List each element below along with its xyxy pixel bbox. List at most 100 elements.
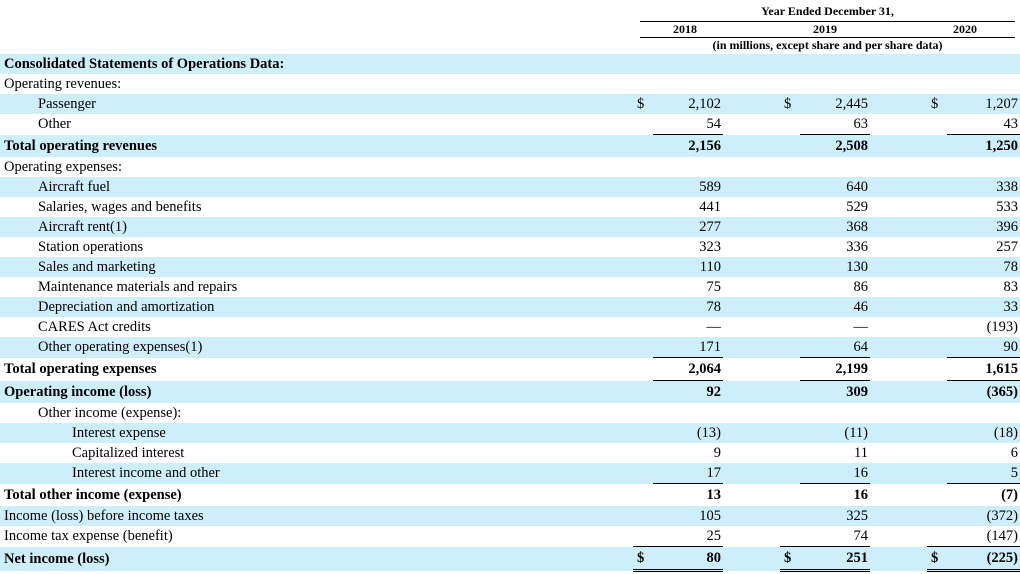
value-cell-2019: 2,508: [800, 134, 870, 157]
currency-cell-2020: [927, 484, 947, 507]
column-gap: [870, 277, 927, 297]
value-cell-2018: [653, 403, 723, 423]
column-gap: [723, 237, 780, 257]
value-cell-2020: 257: [996, 239, 1018, 255]
row-label: CARES Act credits: [38, 319, 151, 335]
currency-cell-2020: [927, 297, 947, 317]
year-header-2018: 2018: [673, 22, 697, 36]
value-cell-2018: 25: [653, 526, 723, 547]
column-gap: [723, 380, 780, 403]
value-cell-2019: 130: [800, 257, 870, 277]
column-gap: [723, 403, 780, 423]
currency-cell-2018: [633, 317, 653, 337]
column-gap: [723, 506, 780, 526]
value-cell-2020: (372): [947, 506, 1020, 526]
value-cell-2020: [947, 54, 1020, 74]
table-row: Passenger $2,102 $2,445 $1,207: [0, 94, 1020, 114]
currency-cell-2020: [927, 317, 947, 337]
column-gap: [723, 526, 780, 547]
value-cell-2019: 74: [800, 526, 870, 547]
column-gap: [870, 526, 927, 547]
value-cell-2020: 1,250: [947, 134, 1020, 157]
currency-cell-2020: $: [927, 94, 947, 114]
currency-cell-2019: [780, 423, 800, 443]
value-cell-2018: 323: [699, 239, 721, 255]
value-cell-2020: 83: [1003, 279, 1019, 295]
row-label: Station operations: [38, 239, 144, 255]
value-cell-2019: 16: [800, 463, 870, 484]
table-row: Net income (loss) $80 $251 $ (225): [0, 546, 1020, 572]
value-cell-2020: (365): [947, 380, 1020, 403]
value-cell-2019: 2,445: [800, 94, 870, 114]
value-cell-2020: [947, 403, 1020, 423]
currency-cell-2018: $: [633, 546, 653, 572]
column-gap: [870, 403, 927, 423]
column-gap: [723, 74, 780, 94]
currency-cell-2018: [633, 197, 653, 217]
value-cell-2020: [947, 74, 1020, 94]
table-row: Interest income and other 17 16 5: [0, 463, 1020, 484]
units-note: (in millions, except share and per share…: [712, 38, 943, 52]
column-gap: [870, 74, 927, 94]
column-gap: [870, 94, 927, 114]
value-cell-2018: 75: [706, 279, 722, 295]
currency-cell-2019: [780, 443, 800, 463]
currency-cell-2018: [633, 134, 653, 157]
value-cell-2018: 110: [653, 257, 723, 277]
row-label: Passenger: [0, 94, 633, 114]
value-cell-2018: 54: [653, 114, 723, 135]
currency-cell-2019: [780, 177, 800, 197]
currency-cell-2018: [633, 337, 653, 358]
value-cell-2020: (147): [947, 526, 1020, 547]
column-gap: [723, 277, 780, 297]
value-cell-2018: 92: [653, 380, 723, 403]
value-cell-2020: 43: [947, 114, 1020, 135]
value-cell-2019: [800, 157, 870, 177]
currency-cell-2019: [780, 157, 800, 177]
value-cell-2018: —: [706, 319, 722, 335]
value-cell-2018: 17: [653, 463, 723, 484]
column-gap: [723, 358, 780, 381]
value-cell-2018: 80: [653, 546, 723, 572]
currency-cell-2018: [633, 297, 653, 317]
column-gap: [870, 443, 927, 463]
currency-cell-2019: [780, 54, 800, 74]
currency-cell-2020: [927, 423, 947, 443]
column-gap: [723, 217, 780, 237]
column-gap: [723, 177, 780, 197]
column-gap: [723, 423, 780, 443]
currency-cell-2018: [633, 114, 653, 135]
currency-cell-2018: $: [633, 94, 653, 114]
currency-cell-2019: [780, 526, 800, 547]
period-header: Year Ended December 31,: [761, 4, 894, 18]
currency-cell-2019: [780, 197, 800, 217]
column-gap: [870, 217, 927, 237]
value-cell-2019: 309: [800, 380, 870, 403]
table-row: Other operating expenses(1) 171 64 90: [0, 337, 1020, 358]
currency-cell-2019: [780, 380, 800, 403]
currency-cell-2020: [927, 257, 947, 277]
table-row: Consolidated Statements of Operations Da…: [0, 54, 1020, 74]
column-gap: [870, 423, 927, 443]
value-cell-2020: 6: [1010, 445, 1018, 461]
currency-cell-2019: [780, 506, 800, 526]
row-label: Maintenance materials and repairs: [38, 279, 238, 295]
currency-cell-2018: [633, 277, 653, 297]
table-row: Capitalized interest 9 11 6: [0, 443, 1020, 463]
value-cell-2019: 368: [800, 217, 870, 237]
year-header-2019: 2019: [813, 22, 837, 36]
value-cell-2018: 2,064: [653, 357, 723, 381]
table-row: Total other income (expense) 13 16 (7): [0, 484, 1020, 507]
currency-cell-2019: [780, 74, 800, 94]
table-row: Interest expense (13) (11) (18): [0, 423, 1020, 443]
value-cell-2018: 2,102: [653, 94, 723, 114]
value-cell-2020: 1,207: [947, 94, 1020, 114]
currency-cell-2018: [633, 423, 653, 443]
value-cell-2018: [653, 54, 723, 74]
row-label: Interest expense: [0, 423, 633, 443]
currency-cell-2019: [780, 317, 800, 337]
value-cell-2019: 63: [800, 114, 870, 135]
currency-cell-2019: [780, 463, 800, 484]
row-label: Consolidated Statements of Operations Da…: [0, 54, 633, 74]
value-cell-2018: 9: [713, 445, 721, 461]
